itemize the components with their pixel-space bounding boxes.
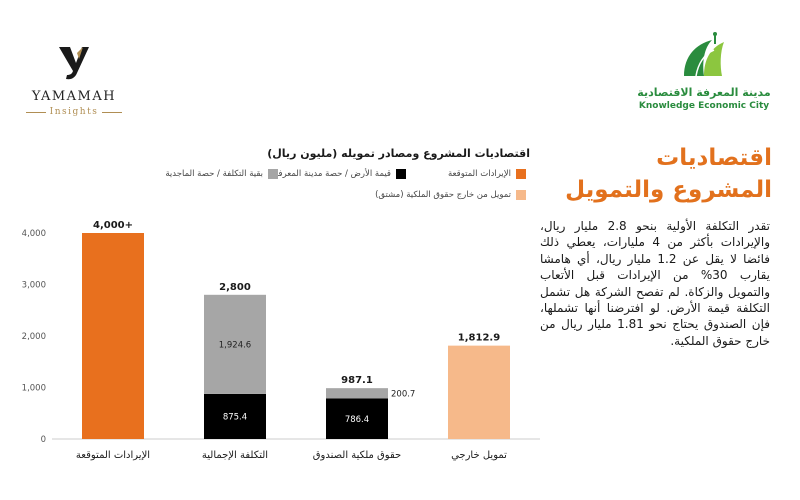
yamamah-wordmark: YAMAMAH: [31, 89, 117, 104]
kec-logo: مدينة المعرفة الاقتصادية Knowledge Econo…: [634, 32, 774, 111]
x-tick-label: الإيرادات المتوقعة: [76, 450, 150, 461]
bar-segment: [82, 233, 144, 439]
legend-swatch: [268, 169, 278, 179]
page-title: اقتصاديات المشروع والتمويل: [565, 145, 772, 203]
total-label: 987.1: [341, 375, 373, 386]
y-tick-label: 0: [41, 435, 46, 445]
legend-item: تمويل من خارج حقوق الملكية (مشتق): [375, 190, 526, 200]
chart-title: اقتصاديات المشروع ومصادر تمويله (مليون ر…: [267, 147, 530, 160]
y-tick-label: 2,000: [22, 332, 46, 342]
yamamah-tagline: Insights: [14, 107, 134, 117]
legend-label: تمويل من خارج حقوق الملكية (مشتق): [375, 190, 511, 200]
y-tick-label: 1,000: [22, 384, 46, 394]
legend-label: بقية التكلفة / حصة الماجدية: [165, 169, 263, 179]
y-tick-label: 4,000: [22, 229, 46, 239]
data-label: 875.4: [223, 412, 247, 422]
data-label: 786.4: [345, 415, 369, 425]
data-label: 1,924.6: [219, 340, 251, 350]
legend-item: بقية التكلفة / حصة الماجدية: [165, 169, 278, 179]
total-label: 2,800: [219, 282, 251, 293]
kec-name-english: Knowledge Economic City: [638, 101, 770, 111]
total-label: 1,812.9: [458, 333, 500, 344]
bar-segment: [448, 345, 510, 439]
legend-swatch: [396, 169, 406, 179]
yamamah-y-icon: [59, 47, 89, 80]
bar-segment: [204, 294, 266, 394]
legend-swatch: [516, 169, 526, 179]
total-label: 4,000+: [93, 220, 133, 231]
x-tick-label: حقوق ملكية الصندوق: [313, 450, 401, 461]
bar-segment: [204, 393, 266, 439]
kec-name-arabic: مدينة المعرفة الاقتصادية: [637, 86, 771, 99]
x-tick-label: تمويل خارجي: [451, 450, 507, 461]
legend-item: قيمة الأرض / حصة مدينة المعرفة: [274, 169, 406, 179]
kec-dome-icon: [684, 32, 724, 77]
data-label: 200.7: [391, 389, 415, 399]
yamamah-logo: YAMAMAH Insights: [14, 45, 134, 117]
legend-swatch: [516, 190, 526, 200]
bar-segment: [326, 388, 388, 399]
y-tick-label: 3,000: [22, 281, 46, 291]
legend-label: الإيرادات المتوقعة: [447, 169, 511, 179]
legend-item: الإيرادات المتوقعة: [448, 169, 526, 179]
bar-segment: [326, 398, 388, 439]
x-tick-label: التكلفة الإجمالية: [202, 450, 268, 461]
body-paragraph: تقدر التكلفة الأولية بنحو 2.8 مليار ريال…: [540, 219, 771, 348]
legend-label: قيمة الأرض / حصة مدينة المعرفة: [273, 169, 391, 179]
